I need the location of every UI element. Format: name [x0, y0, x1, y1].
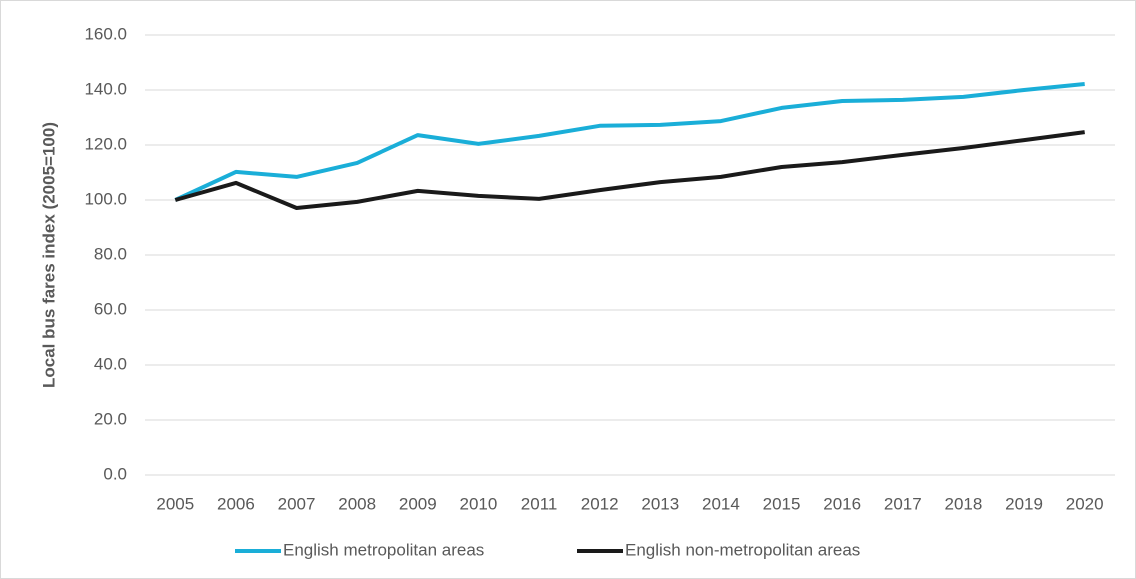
legend-label: English non-metropolitan areas	[625, 540, 860, 559]
y-tick-label: 40.0	[94, 354, 127, 373]
series-line	[174, 130, 1085, 210]
x-tick-label: 2020	[1066, 494, 1104, 513]
y-tick-label: 60.0	[94, 299, 127, 318]
y-tick-label: 160.0	[84, 24, 127, 43]
series-line	[174, 82, 1085, 202]
x-tick-label: 2007	[278, 494, 316, 513]
x-tick-label: 2006	[217, 494, 255, 513]
x-tick-label: 2009	[399, 494, 437, 513]
x-tick-label: 2013	[641, 494, 679, 513]
x-tick-label: 2008	[338, 494, 376, 513]
y-tick-label: 20.0	[94, 409, 127, 428]
x-tick-label: 2010	[460, 494, 498, 513]
y-tick-label: 120.0	[84, 134, 127, 153]
y-tick-label: 100.0	[84, 189, 127, 208]
x-tick-label: 2016	[823, 494, 861, 513]
x-tick-label: 2012	[581, 494, 619, 513]
y-tick-label: 0.0	[103, 464, 127, 483]
x-tick-label: 2019	[1005, 494, 1043, 513]
y-tick-label: 140.0	[84, 79, 127, 98]
x-tick-label: 2018	[945, 494, 983, 513]
y-tick-label: 80.0	[94, 244, 127, 263]
x-tick-label: 2017	[884, 494, 922, 513]
y-axis-label: Local bus fares index (2005=100)	[39, 122, 58, 388]
x-tick-label: 2014	[702, 494, 740, 513]
x-tick-label: 2015	[763, 494, 801, 513]
x-tick-label: 2011	[521, 494, 558, 513]
legend-label: English metropolitan areas	[283, 540, 484, 559]
x-tick-label: 2005	[156, 494, 194, 513]
